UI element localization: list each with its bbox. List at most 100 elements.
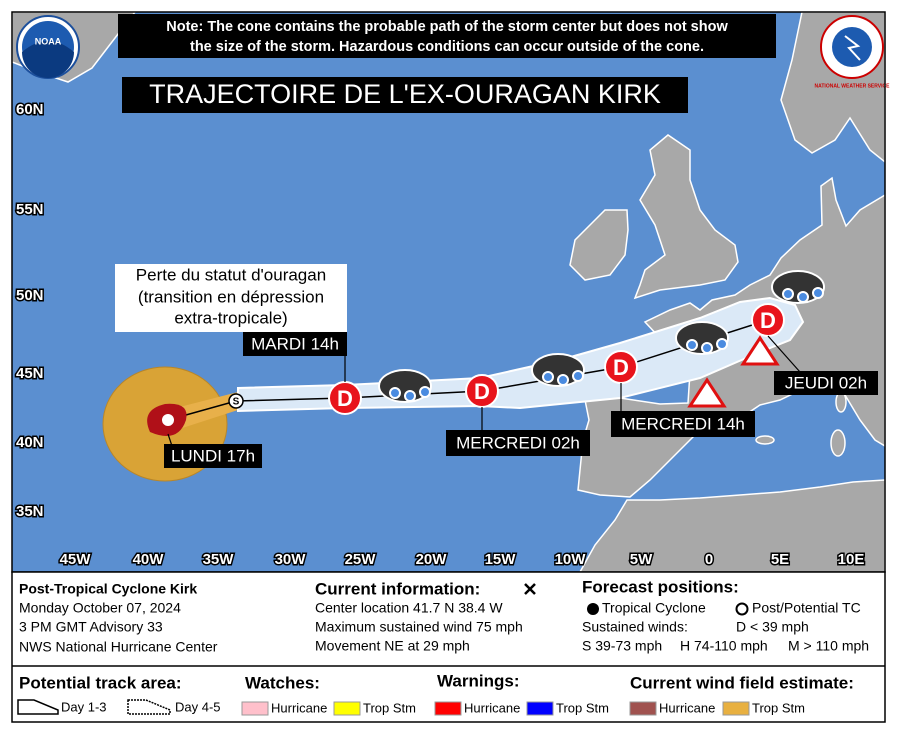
storm-symbol (147, 403, 187, 436)
post-tropical-icon (735, 602, 749, 616)
cloud (378, 369, 432, 403)
time-label: LUNDI 17h (171, 446, 255, 465)
start-marker (228, 393, 244, 409)
warning-triangle (687, 377, 727, 408)
storm-info: Post-Tropical Cyclone Kirk Monday Octobe… (19, 581, 218, 655)
ireland (569, 209, 629, 281)
warning-hurricane-swatch (434, 701, 462, 716)
time-labels: LUNDI 17h MARDI 14h MERCREDI 02h MERCRED… (164, 332, 878, 468)
noaa-logo: NOAA (16, 15, 80, 79)
forecast-point-label: D (760, 308, 776, 333)
noaa-logo-text: NOAA (35, 36, 62, 46)
watches-title: Watches: (245, 673, 320, 692)
day45-label: Day 4-5 (175, 699, 221, 714)
annotation-line: Perte du statut d'ouragan (136, 265, 326, 284)
balearic-islands (755, 435, 775, 445)
cloud (675, 321, 729, 355)
track-area-title: Potential track area: (19, 673, 182, 692)
storm-name: Post-Tropical Cyclone Kirk (19, 581, 197, 597)
watch-trop-stm-swatch (333, 701, 361, 716)
annotation-line: (transition en dépression (138, 287, 324, 306)
forecast-tropical: Tropical Cyclone (602, 600, 706, 616)
title: TRAJECTOIRE DE L'EX-OURAGAN KIRK (149, 79, 661, 109)
bottom-legend: Potential track area: Day 1-3 Day 4-5 Wa… (17, 671, 854, 716)
lat-label: 55N (16, 201, 44, 218)
day13-icon (17, 699, 59, 715)
lon-label: 35W (203, 551, 235, 568)
lon-label: 0 (705, 551, 713, 568)
lat-label: 40N (16, 434, 44, 451)
latitude-labels: 60N 55N 50N 45N 40N 35N (15, 99, 46, 521)
time-label: MERCREDI 02h (456, 433, 580, 452)
forecast-d: D < 39 mph (736, 619, 809, 635)
note-line: Note: The cone contains the probable pat… (166, 19, 728, 35)
lat-label: 60N (16, 101, 44, 118)
wind-item: Trop Stm (752, 700, 805, 715)
lat-label: 45N (16, 365, 44, 382)
lon-label: 10E (838, 551, 865, 568)
lon-label: 5W (630, 551, 653, 568)
rain-clouds (378, 270, 825, 403)
current-info: Current information: Center location 41.… (315, 579, 536, 654)
warning-triangle (740, 335, 780, 366)
time-label-box (446, 430, 590, 456)
leader-line (767, 335, 801, 373)
current-line: Maximum sustained wind 75 mph (315, 619, 523, 635)
watch-item: Hurricane (271, 700, 327, 715)
lon-label: 45W (60, 551, 92, 568)
lon-label: 10W (555, 551, 587, 568)
lon-label: 5E (771, 551, 789, 568)
storm-date: Monday October 07, 2024 (19, 600, 181, 616)
forecast-point-label: D (474, 379, 490, 404)
info-panel (11, 571, 886, 723)
forecast-sustained: Sustained winds: (582, 619, 688, 635)
forecast-point-label: D (337, 386, 353, 411)
warning-item: Hurricane (464, 700, 520, 715)
warnings-title: Warnings: (437, 671, 519, 690)
start-marker-label: S (233, 397, 240, 408)
lon-label: 40W (133, 551, 165, 568)
annotation-line: extra-tropicale) (174, 308, 287, 327)
lon-label: 25W (345, 551, 377, 568)
time-label: MARDI 14h (251, 334, 339, 353)
title-box (122, 77, 688, 113)
watch-item: Trop Stm (363, 700, 416, 715)
forecast-m: M > 110 mph (788, 638, 869, 654)
storm-center: NWS National Hurricane Center (19, 639, 218, 655)
forecast-s: S 39-73 mph (582, 638, 662, 654)
tropical-icon (587, 603, 599, 615)
wind-field-extension (168, 392, 238, 432)
lon-label: 15W (485, 551, 517, 568)
warning-item: Trop Stm (556, 700, 609, 715)
warning-trop-stm-swatch (526, 701, 554, 716)
forecast-post: Post/Potential TC (752, 600, 861, 616)
time-label: JEUDI 02h (785, 373, 867, 392)
forecast-point-label: D (613, 355, 629, 380)
wind-trop-stm-swatch (722, 701, 750, 716)
time-label-box (243, 332, 347, 356)
day13-label: Day 1-3 (61, 699, 107, 714)
annotation-box (115, 264, 347, 332)
sardinia (830, 429, 846, 457)
wind-field-title: Current wind field estimate: (630, 673, 854, 692)
current-line: Movement NE at 29 mph (315, 638, 470, 654)
forecast-h: H 74-110 mph (680, 638, 768, 654)
lon-label: 30W (275, 551, 307, 568)
current-line: Center location 41.7 N 38.4 W (315, 600, 503, 616)
current-heading: Current information: (315, 579, 480, 598)
forecast-points: D D D D (328, 303, 785, 415)
note-box (118, 14, 776, 58)
time-label-box (774, 371, 878, 395)
storm-advisory: 3 PM GMT Advisory 33 (19, 619, 163, 635)
time-label-box (611, 411, 755, 437)
time-label-box (164, 444, 262, 468)
lon-label: 20W (416, 551, 448, 568)
time-label: MERCREDI 14h (621, 414, 745, 433)
great-britain (633, 134, 739, 300)
storm-eye (160, 412, 176, 428)
note-line: the size of the storm. Hazardous conditi… (190, 39, 704, 55)
nws-logo: NATIONAL WEATHER SERVICE (815, 15, 890, 89)
current-position-icon (524, 583, 536, 595)
